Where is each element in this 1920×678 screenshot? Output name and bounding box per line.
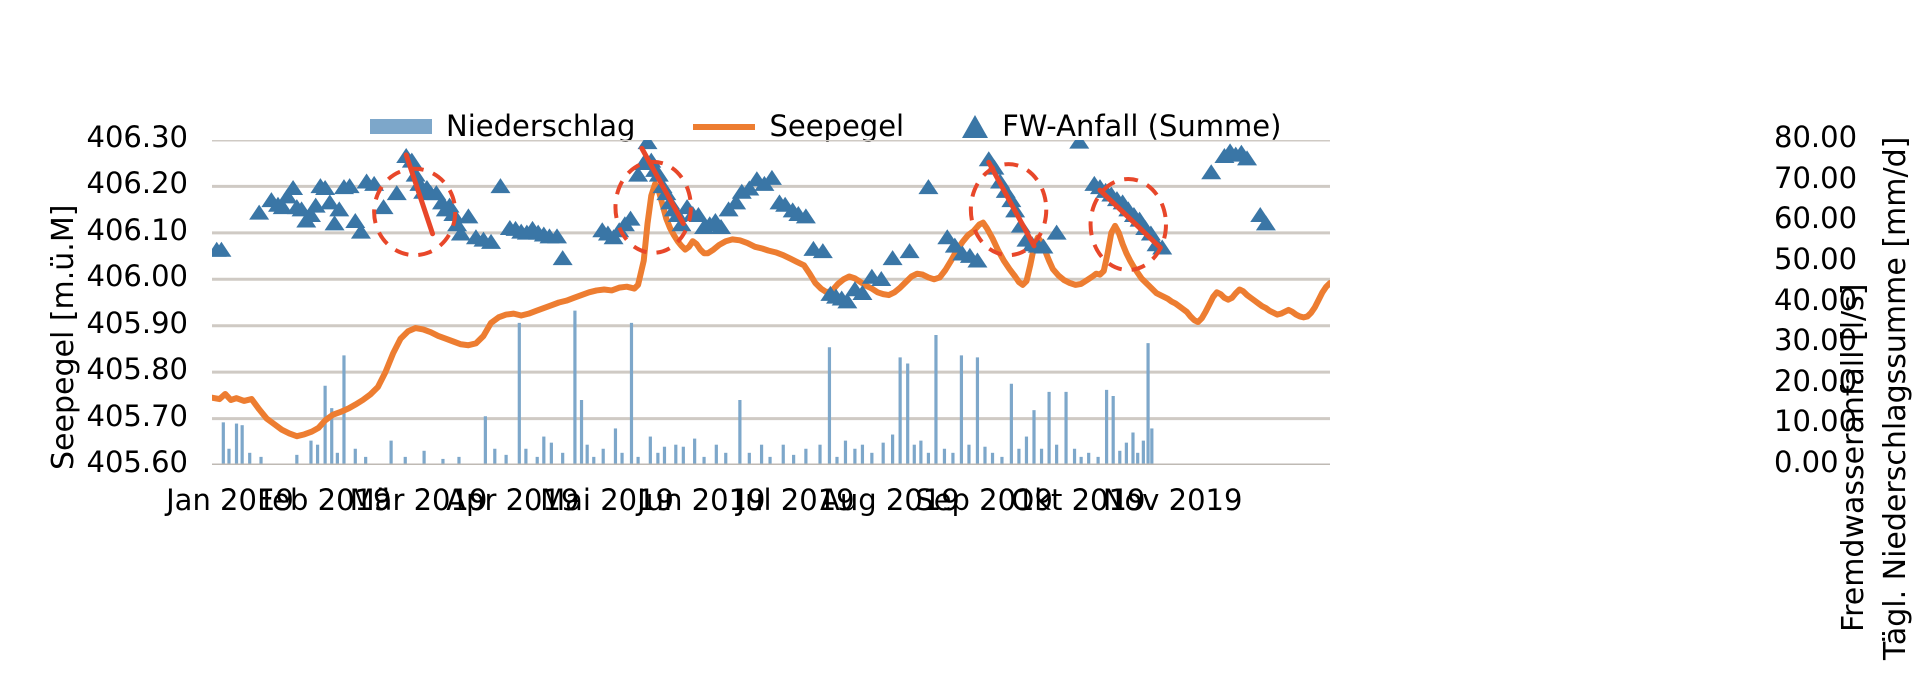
y-tick-right-8: 0.00 xyxy=(1774,445,1839,479)
bar-swatch-icon xyxy=(370,119,432,134)
y-tick-left-7: 405.60 xyxy=(86,445,188,479)
chart-legend: Niederschlag Seepegel FW-Anfall (Summe) xyxy=(370,112,1281,141)
legend-label-seepegel: Seepegel xyxy=(769,109,905,143)
y-axis-right-ticks: 80.00 70.00 60.00 50.00 40.00 30.00 20.00 10.00… xyxy=(1752,0,1892,678)
x-tick-3: Apr 2019 xyxy=(446,483,580,517)
seepegel-line xyxy=(212,184,1330,436)
y-tick-right-3: 50.00 xyxy=(1774,241,1858,276)
legend-item-seepegel[interactable]: Seepegel xyxy=(693,112,904,141)
x-tick-6: Jul 2019 xyxy=(736,483,855,517)
y-axis-left-ticks: 406.30 406.20 406.10 406.00 405.90 405.80 405.… xyxy=(0,0,205,678)
y-tick-right-4: 40.00 xyxy=(1774,282,1858,317)
x-tick-5: Jun 2019 xyxy=(637,483,766,517)
x-tick-1: Feb 2019 xyxy=(257,483,392,517)
y-tick-left-0: 406.30 xyxy=(86,120,188,154)
y-tick-left-3: 406.00 xyxy=(86,259,188,294)
x-tick-7: Aug 2019 xyxy=(820,483,960,517)
y-tick-left-6: 405.70 xyxy=(86,398,188,433)
y-tick-left-1: 406.20 xyxy=(86,166,188,201)
y-tick-right-6: 20.00 xyxy=(1774,363,1858,398)
y-tick-right-7: 10.00 xyxy=(1774,404,1858,439)
y-tick-left-4: 405.90 xyxy=(86,305,188,340)
x-tick-0: Jan 2019 xyxy=(166,483,294,517)
y-tick-left-5: 405.80 xyxy=(86,352,188,387)
x-tick-2: Mär 2019 xyxy=(349,483,488,517)
x-tick-10: Nov 2019 xyxy=(1102,483,1243,517)
y-tick-right-2: 60.00 xyxy=(1774,201,1858,236)
precipitation-bars xyxy=(223,311,1152,465)
x-tick-9: Okt 2019 xyxy=(1011,483,1146,517)
legend-label-fw-anfall: FW-Anfall (Summe) xyxy=(1002,109,1282,143)
x-tick-4: Mai 2019 xyxy=(540,483,674,517)
y-tick-right-1: 70.00 xyxy=(1774,160,1858,195)
legend-item-fw-anfall[interactable]: FW-Anfall (Summe) xyxy=(962,112,1281,141)
triangle-marker-icon xyxy=(962,115,989,138)
line-swatch-icon xyxy=(693,123,756,130)
plot-area xyxy=(212,140,1330,465)
y-tick-right-5: 30.00 xyxy=(1774,323,1858,358)
legend-item-niederschlag[interactable]: Niederschlag xyxy=(370,112,635,141)
plot-svg xyxy=(212,140,1330,465)
annotation-trend-lines xyxy=(406,148,1160,247)
legend-label-niederschlag: Niederschlag xyxy=(446,109,636,143)
x-tick-8: Sep 2019 xyxy=(915,483,1053,517)
y-tick-right-0: 80.00 xyxy=(1774,120,1858,154)
y-tick-left-2: 406.10 xyxy=(86,212,188,247)
